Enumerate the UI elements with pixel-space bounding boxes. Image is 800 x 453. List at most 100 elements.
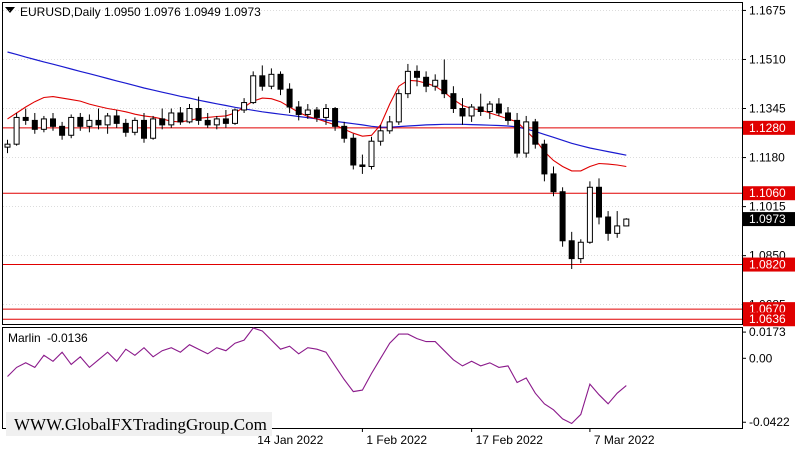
bear-candle-body bbox=[59, 125, 66, 136]
candle bbox=[104, 112, 111, 134]
bear-candle-body bbox=[550, 173, 557, 193]
bear-candle-body bbox=[286, 88, 293, 108]
candle bbox=[250, 71, 257, 105]
candle bbox=[395, 89, 402, 125]
candle bbox=[259, 65, 266, 91]
candle bbox=[614, 211, 621, 238]
oscillator-name-label: Marlin bbox=[8, 331, 41, 345]
candle bbox=[350, 133, 357, 170]
current-price-tag bbox=[743, 212, 795, 227]
candle bbox=[404, 63, 411, 99]
bear-candle-body bbox=[259, 75, 266, 87]
candle bbox=[295, 101, 302, 121]
bull-candle-body bbox=[232, 109, 238, 124]
candle bbox=[368, 136, 375, 170]
candle bbox=[50, 112, 56, 131]
candle bbox=[596, 178, 602, 225]
oscillator-plot-frame bbox=[2, 327, 743, 429]
bull-candle-body bbox=[523, 121, 530, 154]
candle bbox=[222, 110, 229, 128]
bear-candle-body bbox=[332, 108, 339, 127]
bear-candle-body bbox=[195, 108, 202, 121]
candle bbox=[386, 115, 393, 134]
candle bbox=[168, 108, 175, 128]
candle bbox=[541, 139, 548, 182]
candle bbox=[232, 108, 238, 125]
candle bbox=[159, 108, 166, 130]
bear-candle-body bbox=[141, 119, 147, 139]
watermark-background bbox=[6, 412, 272, 436]
bull-candle-body bbox=[614, 225, 621, 234]
bear-candle-body bbox=[177, 112, 184, 123]
candle bbox=[213, 115, 220, 130]
watermark-text: WWW.GlobalFXTradingGroup.Com bbox=[14, 415, 267, 434]
bear-candle-body bbox=[50, 118, 56, 127]
candle bbox=[204, 112, 211, 128]
date-tick-label: 1 Feb 2022 bbox=[366, 433, 427, 447]
bear-candle-body bbox=[514, 119, 521, 154]
bull-candle-body bbox=[4, 143, 11, 148]
bear-candle-body bbox=[204, 119, 211, 126]
bear-candle-body bbox=[113, 115, 120, 124]
candle bbox=[286, 83, 293, 113]
bear-candle-body bbox=[122, 122, 129, 133]
candle bbox=[577, 239, 584, 264]
candle bbox=[13, 112, 20, 146]
candle bbox=[623, 218, 630, 227]
candle bbox=[86, 114, 93, 133]
candle bbox=[59, 121, 66, 140]
candle bbox=[559, 187, 566, 247]
date-tick-label: 14 Jan 2022 bbox=[257, 433, 323, 447]
candle bbox=[186, 104, 193, 124]
candle bbox=[477, 93, 484, 116]
date-tick-label: 17 Feb 2022 bbox=[476, 433, 544, 447]
level-price-label: 1.0636 bbox=[749, 312, 786, 326]
bear-candle-body bbox=[159, 118, 166, 126]
bull-candle-body bbox=[68, 116, 75, 136]
bull-candle-body bbox=[432, 79, 439, 87]
bear-candle-body bbox=[541, 143, 548, 175]
bull-candle-body bbox=[40, 118, 47, 130]
oscillator-tick-label: 0.0173 bbox=[749, 325, 786, 339]
bull-candle-body bbox=[104, 115, 111, 126]
candle bbox=[341, 121, 348, 143]
candle bbox=[68, 114, 75, 139]
candle bbox=[523, 115, 530, 158]
level-price-tag bbox=[743, 257, 795, 272]
bull-candle-body bbox=[395, 93, 402, 123]
oscillator-tick-label: -0.0422 bbox=[749, 415, 790, 429]
bull-candle-body bbox=[468, 106, 475, 117]
candle bbox=[4, 139, 11, 154]
candle bbox=[468, 104, 475, 122]
current-price-label: 1.0973 bbox=[749, 212, 786, 226]
bear-candle-body bbox=[222, 118, 229, 124]
candle bbox=[450, 86, 457, 113]
bear-candle-body bbox=[295, 106, 302, 115]
price-tick-label: 1.1345 bbox=[749, 102, 786, 116]
bear-candle-body bbox=[359, 164, 366, 167]
bull-candle-body bbox=[368, 140, 375, 167]
candle bbox=[31, 112, 38, 134]
bull-candle-body bbox=[150, 118, 157, 139]
bull-candle-body bbox=[304, 109, 311, 115]
bear-candle-body bbox=[31, 119, 38, 130]
candle bbox=[150, 115, 157, 140]
candle bbox=[313, 107, 320, 122]
bull-candle-body bbox=[577, 241, 584, 260]
candle bbox=[332, 107, 339, 131]
bull-candle-body bbox=[131, 119, 138, 133]
bear-candle-body bbox=[596, 186, 602, 218]
candle bbox=[22, 108, 29, 125]
bull-candle-body bbox=[377, 130, 384, 142]
candle bbox=[586, 181, 593, 244]
price-tick-label: 1.1510 bbox=[749, 52, 786, 66]
candle bbox=[241, 98, 248, 113]
bull-candle-body bbox=[268, 73, 275, 87]
candle bbox=[40, 115, 47, 133]
candle bbox=[605, 211, 612, 241]
bear-candle-body bbox=[505, 112, 511, 121]
candle bbox=[459, 98, 466, 125]
chart-shift-triangle-icon[interactable] bbox=[5, 7, 15, 13]
price-tick-label: 1.1675 bbox=[749, 3, 786, 17]
